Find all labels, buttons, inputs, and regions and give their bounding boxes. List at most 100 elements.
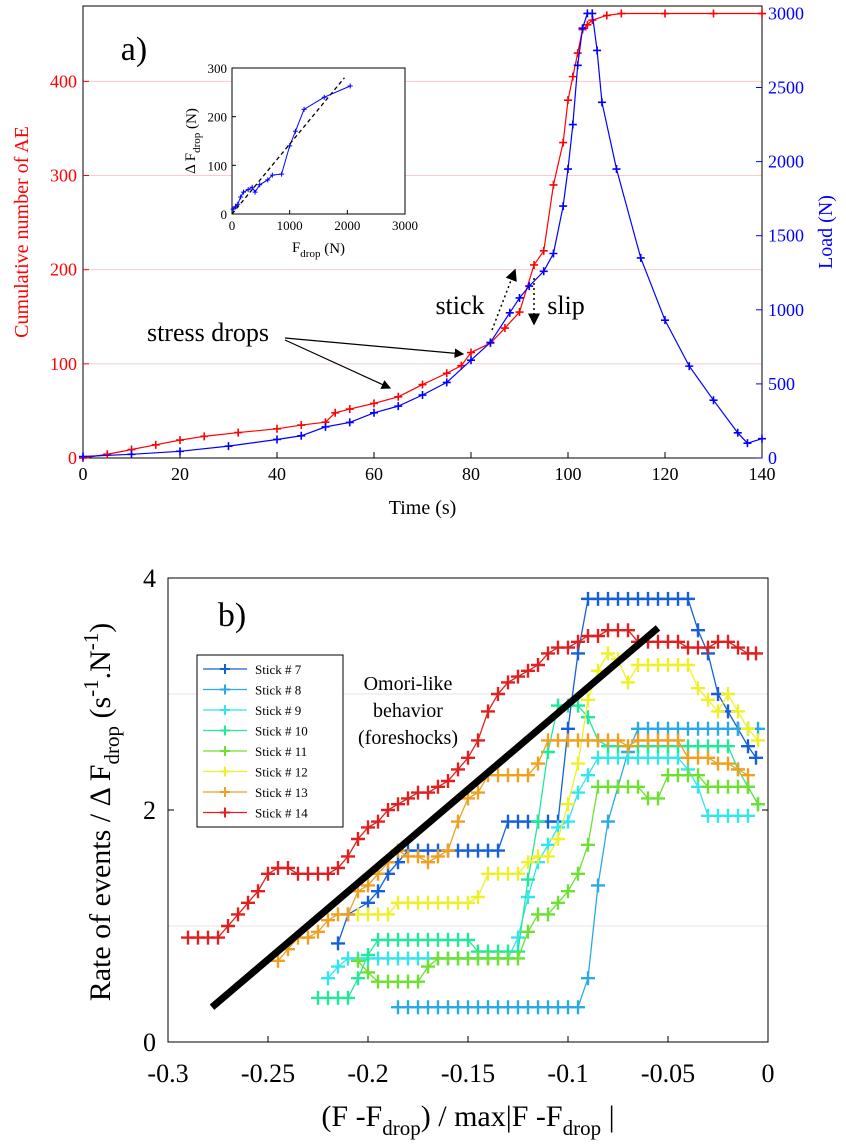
data-point-load — [733, 428, 742, 437]
data-point-stick-13 — [441, 843, 455, 858]
data-point-load — [636, 253, 645, 262]
data-point-stick-11 — [351, 953, 365, 968]
inset-x-tick-label: 2000 — [334, 218, 360, 233]
data-point-stick-7 — [691, 623, 705, 638]
b-x-tick-label: -0.05 — [641, 1059, 695, 1088]
data-point-stick-13 — [311, 924, 325, 939]
annotation-stick: stick — [435, 291, 484, 320]
data-point-stick-11 — [651, 791, 665, 806]
data-point-stick-13 — [721, 756, 735, 771]
data-point-load — [525, 282, 534, 291]
x-tick-label: 140 — [749, 464, 776, 484]
b-xlabel-sub2: drop — [563, 1116, 602, 1140]
data-point-stick-12 — [751, 733, 765, 748]
data-point-stick-8 — [591, 878, 605, 893]
y-right-tick-label: 0 — [768, 448, 777, 468]
omori-annotation-line: (foreshocks) — [358, 727, 458, 749]
data-point-ae — [103, 450, 112, 459]
data-point-stick-13 — [411, 849, 425, 864]
y-right-tick-label: 500 — [768, 374, 795, 394]
data-point-load — [709, 396, 718, 405]
data-point-stick-10 — [361, 948, 375, 962]
data-point-ae — [394, 392, 403, 401]
data-point-stick-14 — [381, 803, 395, 817]
inset-data-point — [257, 182, 263, 188]
data-point-load — [505, 308, 514, 317]
panel-a-frame — [82, 5, 763, 459]
annotation-stress-drops: stress drops — [147, 318, 269, 347]
data-point-stick-14 — [421, 785, 435, 800]
data-point-stick-14 — [481, 704, 495, 719]
inset-xlabel-tail: (N) — [320, 241, 345, 257]
legend-box — [196, 654, 344, 828]
stress-drop-arrow-1 — [284, 339, 392, 389]
data-point-ae — [530, 260, 539, 269]
data-point-stick-7 — [371, 884, 385, 899]
data-point-load — [661, 316, 669, 325]
omori-annotation-line: behavior — [373, 700, 443, 722]
data-point-stick-12 — [731, 704, 745, 719]
data-point-stick-14 — [591, 629, 605, 643]
legend-swatch-marker — [220, 684, 230, 695]
inset-ylabel-tail: (N) — [184, 108, 200, 133]
inset-data-point — [241, 189, 247, 195]
data-point-ae — [617, 9, 626, 18]
x-tick-label: 100 — [555, 464, 582, 484]
x-axis-label: Time (s) — [389, 497, 457, 519]
data-point-ae — [539, 246, 548, 255]
data-point-stick-12 — [711, 704, 725, 719]
y-right-axis-label: Load (N) — [815, 195, 837, 269]
data-point-load — [743, 439, 752, 448]
data-point-ae — [568, 72, 577, 81]
data-point-stick-14 — [531, 658, 545, 672]
data-point-stick-9 — [741, 808, 755, 823]
data-point-stick-10 — [721, 739, 735, 754]
b-ylabel-sub: drop — [100, 726, 124, 765]
data-point-stick-9 — [331, 959, 345, 974]
data-point-stick-14 — [391, 797, 405, 812]
y-left-tick-label: 0 — [68, 448, 77, 468]
data-point-ae — [549, 180, 558, 189]
data-point-stick-14 — [721, 634, 735, 649]
data-point-stick-11 — [751, 797, 765, 812]
data-point-stick-9 — [321, 971, 335, 986]
data-point-stick-12 — [381, 907, 395, 922]
data-point-load — [758, 434, 766, 443]
data-point-stick-13 — [361, 878, 375, 893]
data-point-stick-10 — [581, 710, 595, 725]
data-point-ae — [370, 399, 378, 408]
data-point-load — [79, 452, 87, 461]
b-ylabel-sup2: -1 — [79, 633, 103, 651]
data-point-ae — [709, 9, 718, 18]
data-point-ae — [573, 49, 582, 58]
data-point-stick-14 — [251, 884, 265, 899]
data-point-stick-13 — [451, 814, 465, 829]
data-point-ae — [602, 11, 611, 20]
inset-x-tick-label: 0 — [229, 218, 236, 233]
b-x-tick-label: 0 — [762, 1059, 775, 1088]
data-point-stick-14 — [441, 774, 455, 788]
data-point-stick-11 — [511, 951, 525, 966]
data-point-load — [394, 402, 403, 411]
data-point-stick-14 — [501, 675, 515, 690]
data-point-ae — [559, 138, 568, 147]
data-point-ae — [758, 9, 766, 18]
data-point-stick-12 — [471, 890, 485, 904]
data-point-ae — [442, 369, 451, 378]
x-tick-label: 20 — [171, 464, 189, 484]
data-point-stick-14 — [571, 634, 585, 649]
data-point-ae — [234, 428, 243, 437]
data-point-stick-12 — [621, 675, 635, 690]
data-point-stick-7 — [749, 750, 763, 765]
inset-data-point — [279, 171, 285, 177]
inset-y-axis-label: Δ Fdrop (N) — [183, 108, 203, 174]
data-point-load — [515, 293, 524, 302]
y-left-axis-label: Cumulative number of AE — [11, 126, 33, 338]
legend: Stick # 7 Stick # 8 Stick # 9 Stick # 10 Sti… — [196, 654, 344, 828]
legend-swatch-marker — [220, 787, 230, 797]
inset-data-point — [287, 143, 293, 149]
data-point-stick-10 — [521, 872, 535, 887]
data-point-ae — [200, 432, 209, 441]
